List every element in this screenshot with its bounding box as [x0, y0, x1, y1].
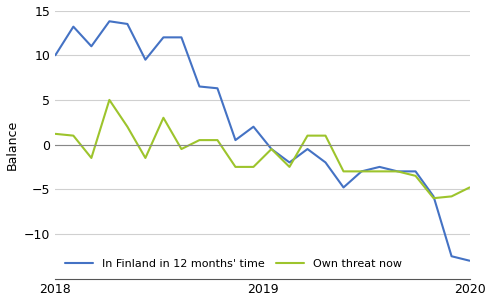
- Own threat now: [287, 165, 293, 169]
- In Finland in 12 months' time: [341, 186, 347, 189]
- Line: Own threat now: Own threat now: [55, 100, 469, 198]
- In Finland in 12 months' time: [250, 125, 256, 129]
- In Finland in 12 months' time: [196, 85, 202, 88]
- In Finland in 12 months' time: [178, 36, 184, 39]
- Own threat now: [269, 147, 274, 151]
- Own threat now: [304, 134, 310, 137]
- In Finland in 12 months' time: [215, 86, 220, 90]
- In Finland in 12 months' time: [161, 36, 166, 39]
- In Finland in 12 months' time: [124, 22, 130, 26]
- Own threat now: [88, 156, 94, 160]
- Own threat now: [70, 134, 76, 137]
- Legend: In Finland in 12 months' time, Own threat now: In Finland in 12 months' time, Own threa…: [61, 254, 406, 273]
- In Finland in 12 months' time: [323, 161, 328, 164]
- Own threat now: [215, 138, 220, 142]
- Own threat now: [341, 169, 347, 173]
- In Finland in 12 months' time: [142, 58, 148, 62]
- Own threat now: [449, 194, 455, 198]
- Own threat now: [323, 134, 328, 137]
- In Finland in 12 months' time: [395, 169, 401, 173]
- Own threat now: [124, 125, 130, 129]
- Own threat now: [161, 116, 166, 120]
- In Finland in 12 months' time: [233, 138, 239, 142]
- Y-axis label: Balance: Balance: [5, 120, 19, 170]
- Own threat now: [412, 174, 418, 178]
- In Finland in 12 months' time: [449, 255, 455, 258]
- Own threat now: [142, 156, 148, 160]
- Own threat now: [178, 147, 184, 151]
- Line: In Finland in 12 months' time: In Finland in 12 months' time: [55, 21, 469, 261]
- In Finland in 12 months' time: [466, 259, 472, 262]
- In Finland in 12 months' time: [377, 165, 382, 169]
- In Finland in 12 months' time: [287, 161, 293, 164]
- Own threat now: [395, 169, 401, 173]
- Own threat now: [431, 196, 436, 200]
- Own threat now: [53, 132, 58, 136]
- In Finland in 12 months' time: [107, 19, 112, 23]
- In Finland in 12 months' time: [269, 147, 274, 151]
- Own threat now: [466, 186, 472, 189]
- In Finland in 12 months' time: [70, 25, 76, 28]
- In Finland in 12 months' time: [358, 169, 364, 173]
- In Finland in 12 months' time: [304, 147, 310, 151]
- In Finland in 12 months' time: [53, 53, 58, 57]
- In Finland in 12 months' time: [412, 169, 418, 173]
- In Finland in 12 months' time: [88, 44, 94, 48]
- Own threat now: [250, 165, 256, 169]
- Own threat now: [196, 138, 202, 142]
- Own threat now: [358, 169, 364, 173]
- In Finland in 12 months' time: [431, 194, 436, 198]
- Own threat now: [377, 169, 382, 173]
- Own threat now: [107, 98, 112, 102]
- Own threat now: [233, 165, 239, 169]
